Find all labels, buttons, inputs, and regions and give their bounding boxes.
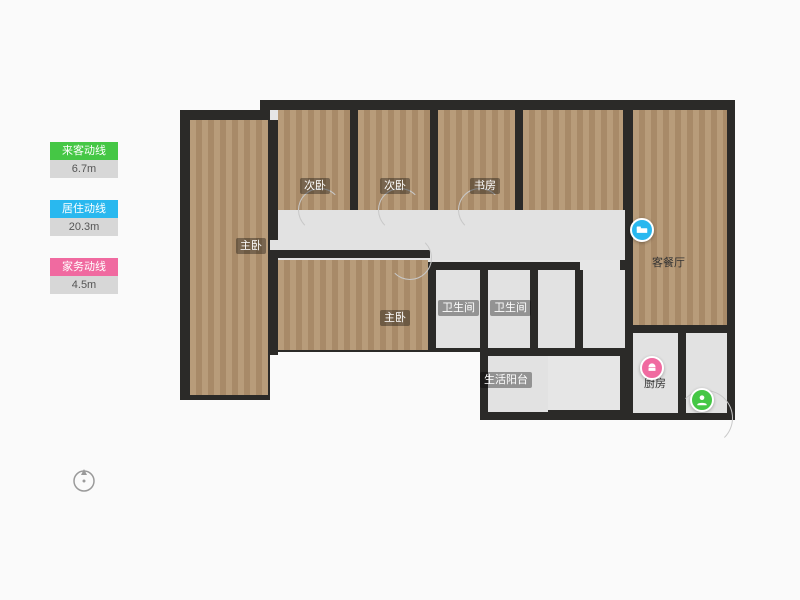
room-tile-floor: [583, 270, 625, 348]
door-arc: [378, 188, 422, 232]
bed-badge-icon: [630, 218, 654, 242]
legend-row-chores: 家务动线 4.5m: [50, 258, 118, 294]
interior-wall: [428, 270, 436, 352]
legend-guest-label: 来客动线: [50, 142, 118, 160]
room-label: 主卧: [380, 310, 410, 326]
interior-wall: [480, 348, 630, 356]
room-wood-floor: [523, 110, 623, 210]
room-tile-floor: [538, 270, 575, 348]
legend: 来客动线 6.7m 居住动线 20.3m 家务动线 4.5m: [50, 142, 118, 316]
legend-live-label: 居住动线: [50, 200, 118, 218]
legend-live-value: 20.3m: [50, 218, 118, 236]
interior-wall: [350, 110, 358, 210]
room-wood-floor: [633, 110, 727, 325]
interior-wall: [270, 255, 278, 355]
room-label: 主卧: [236, 238, 266, 254]
interior-wall: [530, 270, 538, 352]
legend-chores-value: 4.5m: [50, 276, 118, 294]
door-arc: [388, 236, 432, 280]
room-label: 次卧: [380, 178, 410, 194]
room-label: 生活阳台: [480, 372, 532, 388]
floor-plan: 次卧次卧书房主卧主卧卫生间卫生间生活阳台厨房客餐厅: [180, 100, 735, 450]
room-label: 书房: [470, 178, 500, 194]
interior-wall: [515, 110, 523, 210]
compass-icon: [70, 465, 98, 493]
cook-badge-icon: [640, 356, 664, 380]
interior-wall: [428, 262, 580, 270]
legend-row-live: 居住动线 20.3m: [50, 200, 118, 236]
interior-wall: [430, 110, 438, 210]
room-label: 卫生间: [490, 300, 531, 316]
room-label: 客餐厅: [648, 255, 689, 271]
door-arc: [298, 188, 342, 232]
person-badge-icon: [690, 388, 714, 412]
door-arc: [458, 188, 502, 232]
room-label: 卫生间: [438, 300, 479, 316]
interior-wall: [480, 270, 488, 352]
interior-wall: [625, 110, 633, 410]
room-wood-floor: [190, 120, 268, 395]
room-label: 次卧: [300, 178, 330, 194]
legend-chores-label: 家务动线: [50, 258, 118, 276]
legend-row-guest: 来客动线 6.7m: [50, 142, 118, 178]
legend-guest-value: 6.7m: [50, 160, 118, 178]
interior-wall: [270, 120, 278, 240]
interior-wall: [575, 270, 583, 352]
